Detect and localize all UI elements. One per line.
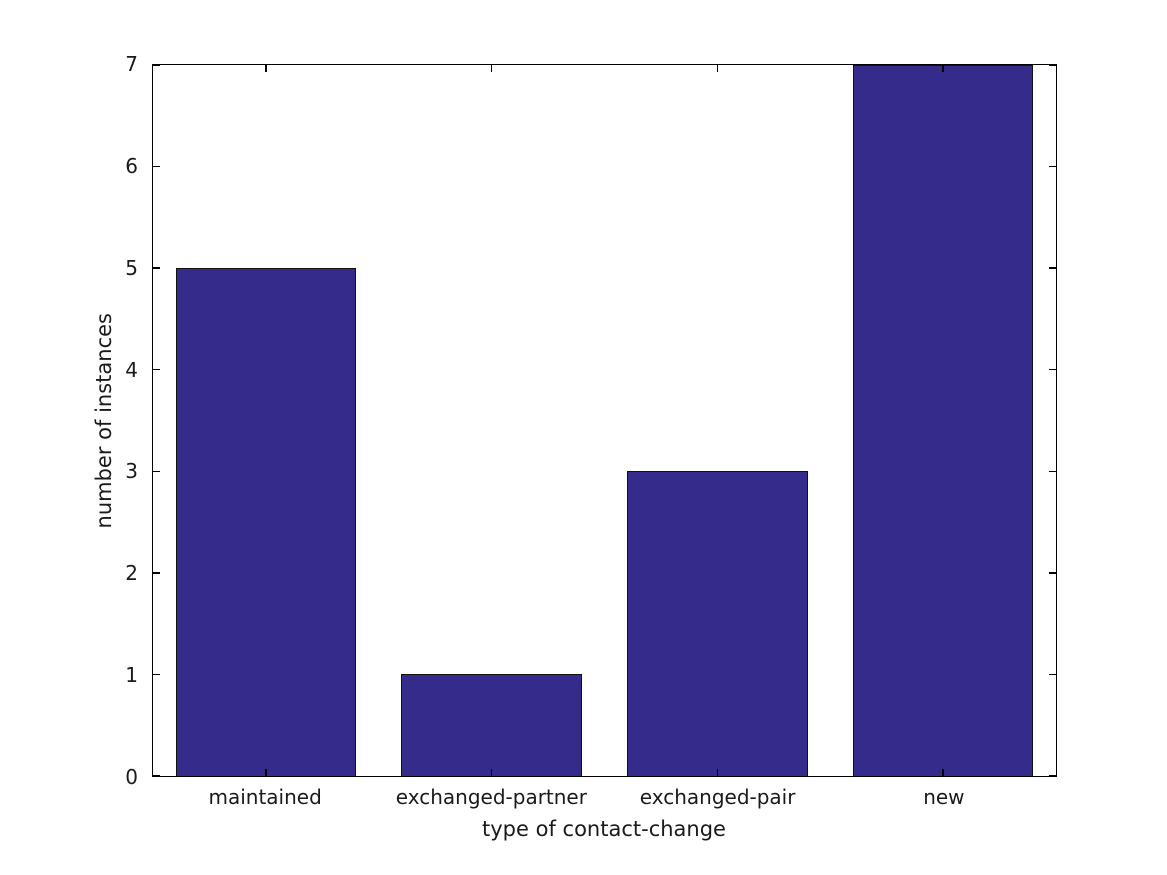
- x-tick-label-new: new: [923, 785, 965, 809]
- y-tick-left: [153, 267, 160, 269]
- x-tick-bottom: [490, 769, 493, 776]
- y-tick-left: [153, 64, 160, 66]
- x-axis-label: type of contact-change: [482, 817, 726, 841]
- y-tick-right: [1049, 267, 1056, 269]
- y-tick-left: [153, 775, 160, 777]
- x-tick-label-exchanged-partner: exchanged-partner: [395, 785, 587, 809]
- plot-area: [152, 64, 1057, 777]
- y-tick-right: [1049, 572, 1056, 574]
- y-tick-right: [1049, 64, 1056, 66]
- x-tick-label-exchanged-pair: exchanged-pair: [639, 785, 796, 809]
- y-tick-left: [153, 572, 160, 574]
- y-tick-label: 0: [125, 765, 138, 789]
- y-tick-left: [153, 673, 160, 676]
- y-tick-label: 1: [125, 663, 138, 688]
- y-tick-left: [153, 470, 160, 472]
- x-tick-label-maintained: maintained: [208, 785, 322, 809]
- y-axis-label-text: number of instances: [92, 312, 116, 529]
- y-tick-label: 4: [125, 357, 138, 382]
- bar-exchanged-pair: [627, 471, 808, 776]
- x-tick-top: [716, 65, 719, 72]
- y-tick-label: 5: [125, 255, 138, 280]
- y-tick-label: 6: [125, 153, 138, 178]
- y-tick-right: [1049, 470, 1056, 472]
- y-tick-left: [153, 165, 160, 168]
- y-tick-label: 3: [125, 459, 138, 484]
- y-tick-label: 2: [125, 561, 138, 586]
- bar-exchanged-partner: [401, 674, 582, 776]
- bar-maintained: [175, 268, 357, 776]
- x-tick-bottom: [265, 769, 267, 776]
- y-tick-left: [153, 369, 160, 371]
- x-tick-bottom: [942, 769, 944, 776]
- x-tick-top: [265, 65, 267, 72]
- y-tick-right: [1049, 369, 1056, 371]
- y-tick-right: [1049, 673, 1056, 676]
- y-tick-right: [1049, 165, 1056, 168]
- y-tick-right: [1049, 775, 1056, 777]
- x-tick-bottom: [716, 769, 719, 776]
- x-tick-top: [490, 65, 493, 72]
- x-tick-top: [942, 65, 944, 72]
- y-tick-label: 7: [125, 52, 138, 76]
- bar-new: [852, 65, 1034, 776]
